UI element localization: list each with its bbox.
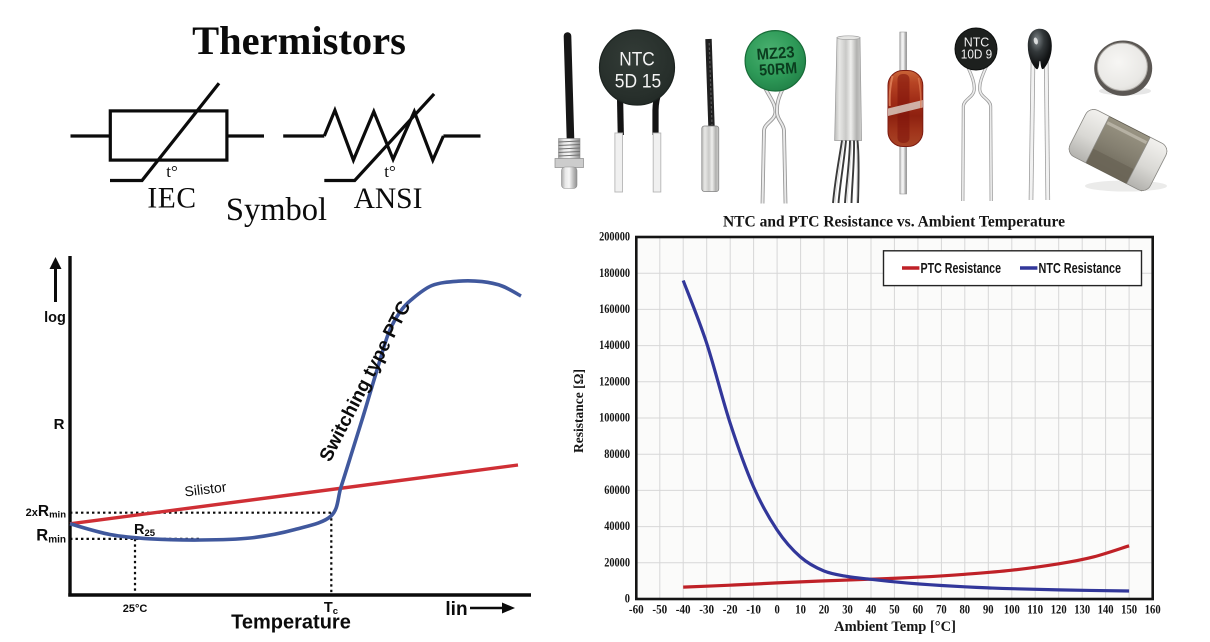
svg-text:Resistance [Ω]: Resistance [Ω] — [571, 369, 586, 453]
svg-text:50RM: 50RM — [759, 60, 798, 80]
svg-text:25°C: 25°C — [123, 603, 148, 615]
svg-text:NTC and PTC Resistance vs. Amb: NTC and PTC Resistance vs. Ambient Tempe… — [723, 214, 1065, 231]
svg-text:-30: -30 — [699, 603, 714, 617]
svg-text:20: 20 — [819, 603, 830, 617]
svg-text:Switching type PTC: Switching type PTC — [316, 298, 416, 466]
svg-text:60: 60 — [913, 603, 924, 617]
svg-text:180000: 180000 — [599, 265, 630, 280]
svg-text:-50: -50 — [652, 603, 667, 617]
svg-text:Thermistors: Thermistors — [192, 18, 406, 63]
svg-text:80000: 80000 — [604, 446, 630, 461]
svg-text:140: 140 — [1098, 603, 1114, 617]
svg-text:NTC: NTC — [964, 36, 990, 50]
svg-text:10D 9: 10D 9 — [961, 48, 993, 62]
svg-text:30: 30 — [842, 603, 853, 617]
svg-text:-10: -10 — [746, 603, 761, 617]
svg-text:MZ23: MZ23 — [756, 44, 795, 64]
svg-text:40: 40 — [866, 603, 877, 617]
svg-text:R: R — [54, 416, 65, 433]
svg-text:60000: 60000 — [604, 482, 630, 497]
svg-text:t°: t° — [166, 162, 178, 181]
svg-text:120000: 120000 — [599, 373, 630, 388]
svg-text:-40: -40 — [676, 603, 691, 617]
svg-text:160000: 160000 — [599, 301, 630, 316]
svg-text:2xRmin: 2xRmin — [26, 503, 67, 521]
svg-text:200000: 200000 — [599, 229, 630, 244]
svg-text:50: 50 — [889, 603, 900, 617]
svg-text:130: 130 — [1074, 603, 1090, 617]
svg-text:NTC Resistance: NTC Resistance — [1039, 260, 1122, 277]
svg-text:100000: 100000 — [599, 410, 630, 425]
svg-text:Rmin: Rmin — [36, 527, 66, 546]
svg-text:110: 110 — [1027, 603, 1043, 617]
svg-text:70: 70 — [936, 603, 947, 617]
svg-text:5D 15: 5D 15 — [615, 72, 662, 93]
svg-text:IEC: IEC — [147, 183, 196, 215]
svg-text:0: 0 — [774, 603, 779, 617]
svg-text:40000: 40000 — [604, 518, 630, 533]
svg-text:-60: -60 — [629, 603, 644, 617]
svg-text:150: 150 — [1121, 603, 1137, 617]
svg-text:140000: 140000 — [599, 337, 630, 352]
svg-text:ANSI: ANSI — [354, 183, 423, 215]
svg-text:100: 100 — [1004, 603, 1020, 617]
svg-text:Tc: Tc — [324, 600, 338, 617]
svg-text:-20: -20 — [723, 603, 738, 617]
svg-text:NTC: NTC — [619, 50, 655, 71]
svg-text:PTC Resistance: PTC Resistance — [921, 260, 1002, 277]
svg-text:Temperature: Temperature — [231, 612, 351, 634]
svg-text:80: 80 — [960, 603, 971, 617]
svg-text:lin: lin — [445, 599, 467, 620]
svg-text:log: log — [44, 310, 66, 326]
svg-text:Silistor: Silistor — [184, 478, 228, 499]
svg-text:Symbol: Symbol — [226, 192, 327, 228]
svg-text:20000: 20000 — [604, 554, 630, 569]
svg-text:160: 160 — [1145, 603, 1161, 617]
svg-text:Ambient Temp [°C]: Ambient Temp [°C] — [834, 619, 956, 635]
svg-text:0: 0 — [625, 591, 630, 606]
svg-text:R25: R25 — [134, 522, 156, 539]
svg-text:120: 120 — [1051, 603, 1067, 617]
svg-text:10: 10 — [795, 603, 806, 617]
svg-text:90: 90 — [983, 603, 994, 617]
svg-text:t°: t° — [384, 162, 396, 181]
